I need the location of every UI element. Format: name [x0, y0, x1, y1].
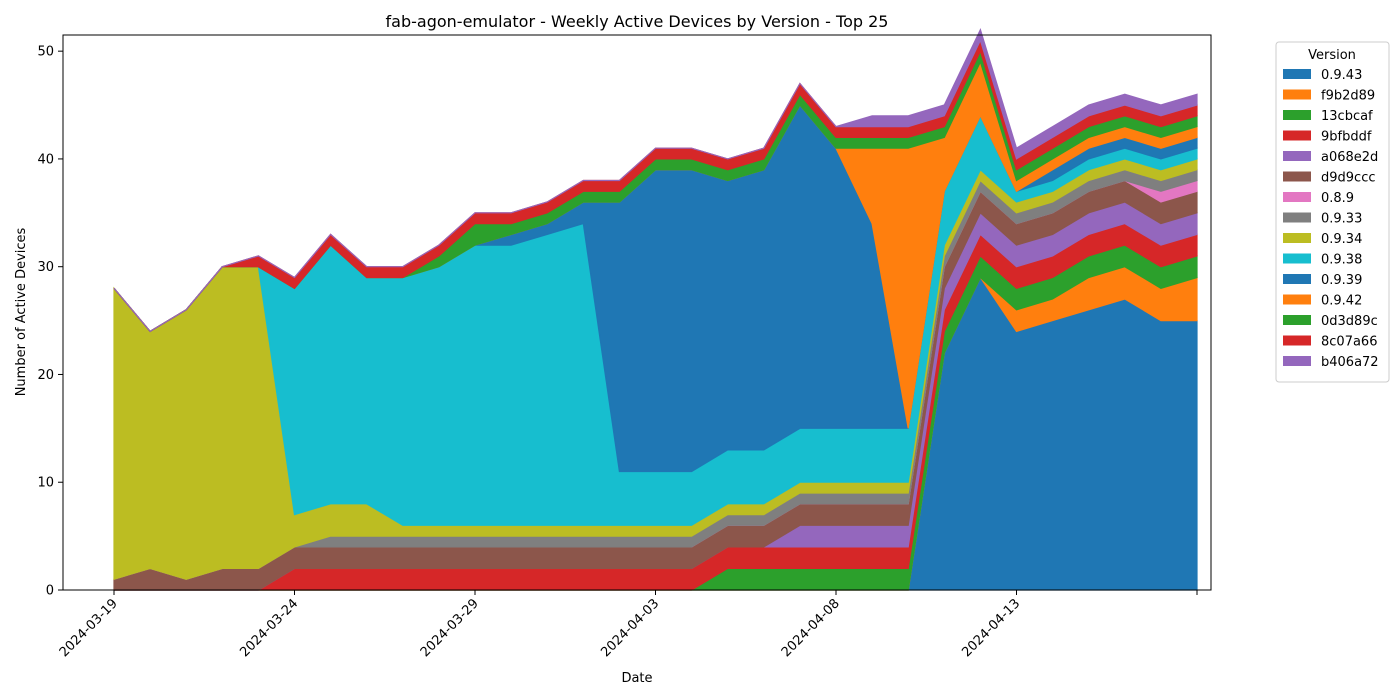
legend-items: 0.9.43 f9b2d89 13cbcaf 9bfbddf a068e2d d9d9cc…	[1283, 68, 1379, 370]
legend-swatch-f9b2d89	[1283, 89, 1311, 100]
legend-label-f9b2d89: f9b2d89	[1321, 89, 1375, 104]
legend-label-0d3d89c: 0d3d89c	[1321, 314, 1378, 329]
plot-areas	[113, 27, 1198, 591]
y-tick-label: 0	[46, 584, 54, 599]
plot-frame	[62, 34, 1212, 591]
legend-label-0.9.33: 0.9.33	[1321, 212, 1362, 227]
legend-swatch-0d3d89c	[1283, 315, 1311, 325]
legend-swatch-a068e2d	[1283, 151, 1311, 161]
area-series-b406a72	[113, 27, 1198, 333]
x-axis-label: Date	[621, 671, 652, 686]
legend-swatch-0.9.33	[1283, 212, 1311, 223]
y-tick-label: 20	[37, 368, 54, 383]
y-axis: 0 10 20 30 40 50	[37, 45, 63, 599]
legend-label-0.9.38: 0.9.38	[1321, 253, 1362, 268]
legend-swatch-d9d9ccc	[1283, 171, 1311, 182]
legend-swatch-0.9.38	[1283, 253, 1311, 264]
legend: Version 0.9.43 f9b2d89 13cbcaf 9bfbddf a068e…	[1275, 41, 1390, 383]
legend-swatch-9bfbddf	[1283, 130, 1311, 141]
chart-title: fab-agon-emulator - Weekly Active Device…	[386, 12, 889, 31]
y-axis-label: Number of Active Devices	[14, 227, 29, 396]
legend-swatch-0.8.9	[1283, 192, 1311, 202]
legend-label-0.9.39: 0.9.39	[1321, 273, 1362, 288]
legend-swatch-8c07a66	[1283, 335, 1311, 346]
legend-swatch-0.9.42	[1283, 294, 1311, 305]
legend-label-9bfbddf: 9bfbddf	[1321, 130, 1372, 145]
legend-swatch-13cbcaf	[1283, 110, 1311, 120]
legend-label-b406a72: b406a72	[1321, 355, 1379, 370]
legend-label-a068e2d: a068e2d	[1321, 150, 1378, 165]
legend-swatch-b406a72	[1283, 356, 1311, 366]
y-tick-label: 30	[37, 260, 54, 275]
legend-label-0.9.43: 0.9.43	[1321, 68, 1362, 83]
legend-swatch-0.9.39	[1283, 274, 1311, 284]
legend-label-0.9.34: 0.9.34	[1321, 232, 1362, 247]
y-tick-label: 40	[37, 152, 54, 167]
legend-label-d9d9ccc: d9d9ccc	[1321, 171, 1376, 186]
legend-title: Version	[1308, 48, 1356, 63]
y-tick-label: 50	[37, 45, 54, 60]
legend-swatch-0.9.34	[1283, 233, 1311, 243]
legend-label-0.9.42: 0.9.42	[1321, 294, 1362, 309]
legend-label-8c07a66: 8c07a66	[1321, 335, 1377, 350]
legend-label-0.8.9: 0.8.9	[1321, 191, 1354, 206]
legend-swatch-0.9.43	[1283, 69, 1311, 79]
legend-label-13cbcaf: 13cbcaf	[1321, 109, 1373, 124]
y-tick-label: 10	[37, 476, 54, 491]
